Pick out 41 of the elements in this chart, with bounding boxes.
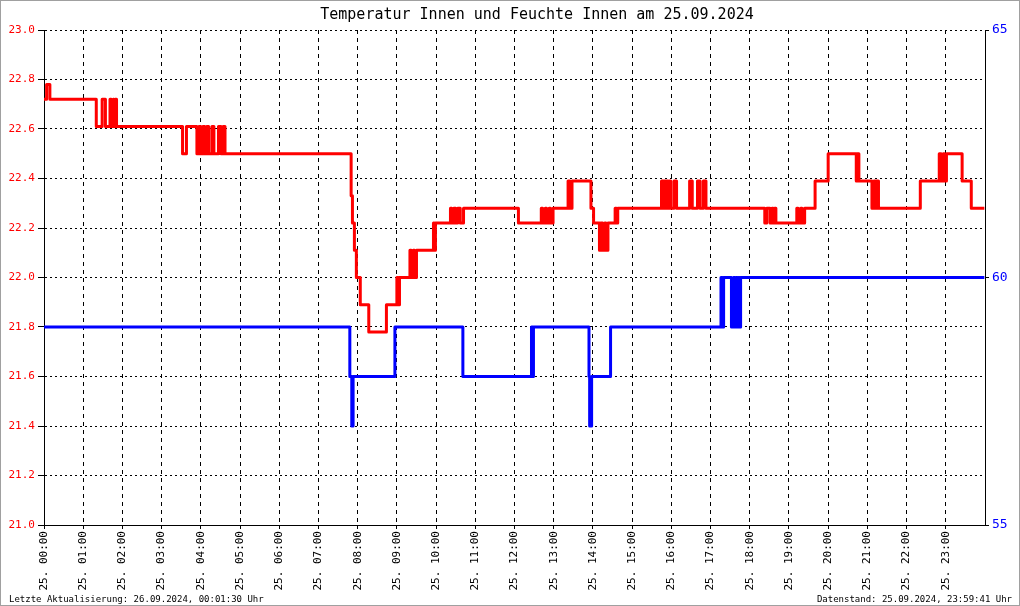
x-tick-label: 25. 09:00	[389, 531, 403, 591]
y-tick-label: 22.6	[8, 121, 35, 135]
y2-tick-label: 65	[992, 21, 1008, 37]
y-tick-label: 22.4	[8, 171, 36, 185]
x-tick-label: 25. 03:00	[154, 531, 168, 591]
x-tick-label: 25. 04:00	[193, 531, 207, 591]
x-tick-label: 25. 05:00	[232, 531, 246, 591]
y-tick-label: 21.2	[8, 468, 35, 482]
x-tick-label: 25. 10:00	[428, 531, 442, 591]
x-tick-label: 25. 16:00	[664, 531, 678, 591]
x-tick-label: 25. 14:00	[585, 531, 599, 591]
y-tick-label: 23.0	[8, 22, 35, 36]
x-tick-label: 25. 15:00	[624, 531, 638, 591]
x-tick-label: 25. 11:00	[468, 531, 482, 591]
x-tick-label: 25. 17:00	[703, 531, 717, 591]
x-tick-label: 25. 21:00	[860, 531, 874, 591]
text: Letzte Aktualisierung: 26.09.2024, 00:01:30 Uhr	[9, 594, 264, 604]
y2-tick-label: 60	[992, 268, 1008, 284]
x-tick-label: 25. 08:00	[350, 531, 364, 591]
x-tick-label: 25. 20:00	[821, 531, 835, 591]
x-tick-label: 25. 12:00	[507, 531, 521, 591]
x-tick-label: 25. 01:00	[76, 531, 90, 591]
x-tick-label: 25. 02:00	[115, 531, 129, 591]
x-tick-label: 25. 13:00	[546, 531, 560, 591]
x-tick-label: 25. 22:00	[899, 531, 913, 591]
y-tick-label: 21.6	[8, 369, 35, 383]
y-tick-label: 22.8	[8, 72, 35, 86]
y-tick-label: 21.8	[8, 319, 35, 333]
text: Datenstand: 25.09.2024, 23:59:41 Uhr	[816, 594, 1012, 604]
x-tick-label: 25. 18:00	[742, 531, 756, 591]
y-tick-label: 21.0	[8, 517, 35, 531]
x-tick-label: 25. 19:00	[781, 531, 795, 591]
y-tick-label: 22.0	[8, 270, 35, 284]
y-tick-label: 21.4	[8, 418, 36, 432]
x-tick-label: 25. 06:00	[272, 531, 286, 591]
x-tick-label: 25. 00:00	[36, 531, 50, 591]
x-tick-label: 25. 07:00	[311, 531, 325, 591]
chart-title: Temperatur Innen und Feuchte Innen am 25.09.2024	[320, 5, 754, 23]
y2-tick-label: 55	[992, 516, 1008, 532]
y-tick-label: 22.2	[8, 220, 35, 234]
x-tick-label: 25. 23:00	[938, 531, 952, 591]
